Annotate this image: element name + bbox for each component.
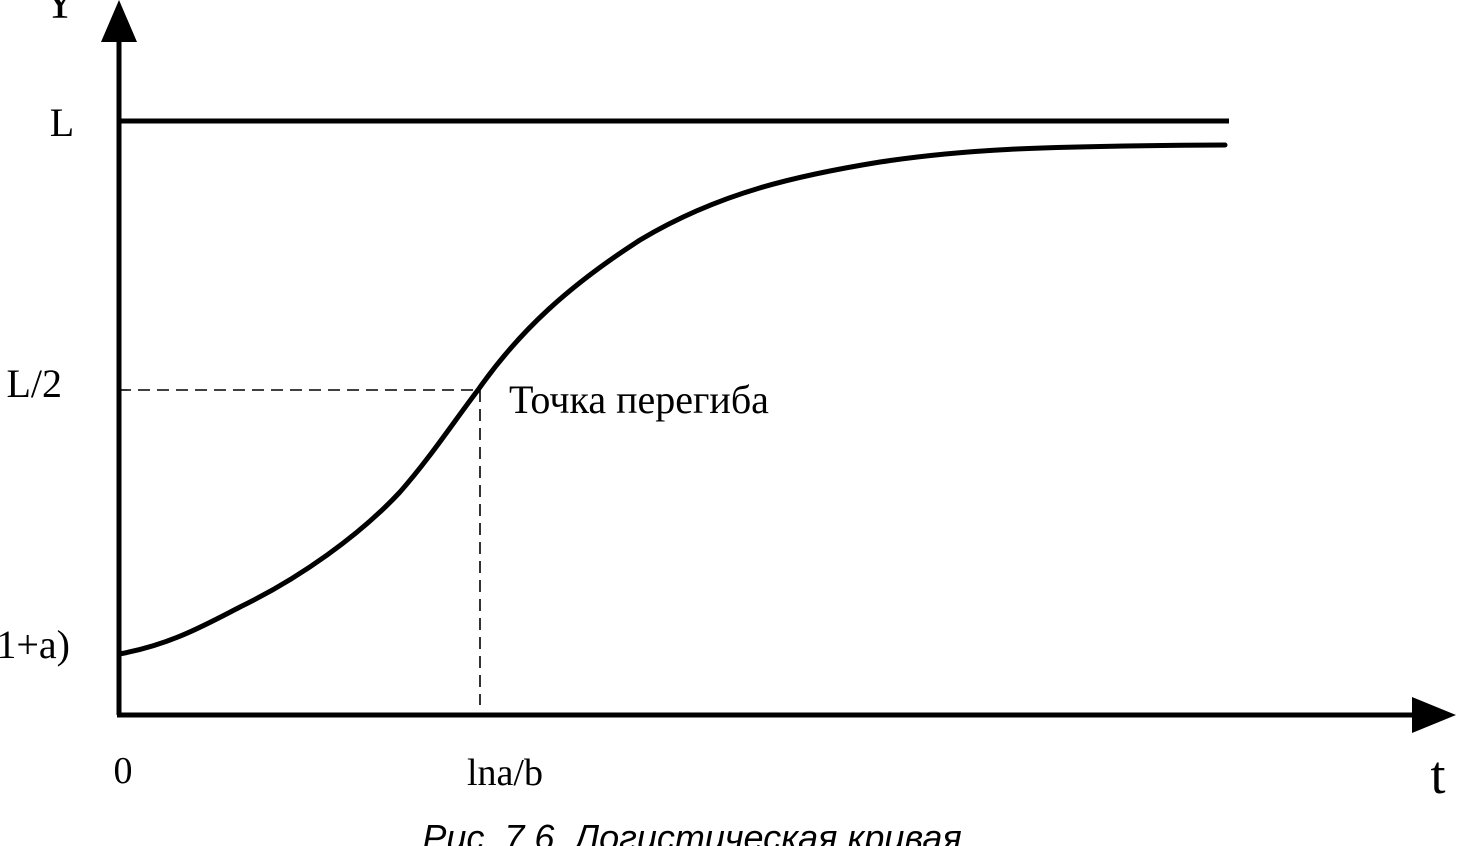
y-tick-half: L/2 — [6, 361, 62, 406]
y-axis-arrow — [101, 0, 137, 42]
x-tick-origin: 0 — [114, 750, 133, 792]
y-tick-start: L/(1+a) — [0, 622, 70, 667]
x-tick-inflection: lna/b — [467, 752, 543, 794]
logistic-curve — [116, 142, 1228, 657]
y-tick-L: L — [50, 100, 74, 145]
x-axis-arrow — [1412, 697, 1456, 733]
inflection-point-label: Точка перегиба — [509, 377, 769, 422]
y-axis-label: Y — [43, 0, 78, 29]
figure-caption: Рис. 7.6. Логистическая кривая — [422, 817, 961, 846]
x-axis-label: t — [1430, 745, 1445, 805]
